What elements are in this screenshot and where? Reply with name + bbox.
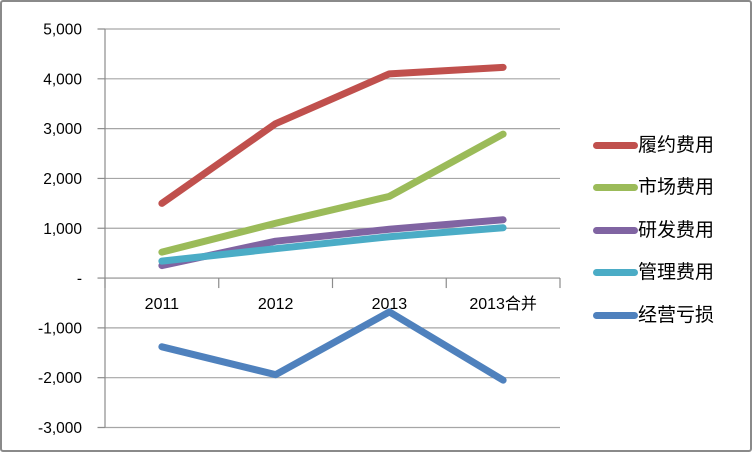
legend-label: 研发费用 <box>638 219 715 241</box>
legend-label: 经营亏损 <box>638 304 715 326</box>
series-line-1 <box>158 130 507 256</box>
legend-line-swatch <box>593 184 638 192</box>
series-line-3 <box>158 224 507 265</box>
y-axis-tick-label: -2,000 <box>38 370 82 387</box>
legend-item-1: 市场费用 <box>593 167 714 210</box>
series-line-4 <box>158 308 507 384</box>
legend-line-swatch <box>593 141 638 149</box>
x-axis-category-label: 2011 <box>145 296 180 313</box>
legend-item-0: 履约费用 <box>593 124 714 167</box>
x-axis-category-label: 2012 <box>258 296 294 313</box>
legend-label: 管理费用 <box>638 262 715 284</box>
legend-line-swatch <box>593 311 638 319</box>
legend-label: 履约费用 <box>638 134 715 156</box>
legend-line-swatch <box>593 269 638 277</box>
y-axis-tick-label: 2,000 <box>43 171 82 188</box>
y-axis-tick-label: 3,000 <box>43 121 82 138</box>
y-axis-tick-label: 1,000 <box>43 221 82 238</box>
y-axis-tick-label: 4,000 <box>43 71 82 88</box>
y-axis-tick-label: - <box>77 271 82 288</box>
legend-item-2: 研发费用 <box>593 209 714 252</box>
y-axis-tick-label: -1,000 <box>38 320 82 337</box>
y-axis-tick-label: -3,000 <box>38 420 82 437</box>
x-axis-category-label: 2013 <box>372 296 408 313</box>
x-axis-category-label: 2013合并 <box>469 295 537 313</box>
legend-line-swatch <box>593 226 638 234</box>
y-axis-tick-label: 5,000 <box>43 22 82 39</box>
chart-legend: 履约费用市场费用研发费用管理费用经营亏损 <box>593 124 714 337</box>
legend-item-4: 经营亏损 <box>593 294 714 337</box>
legend-item-3: 管理费用 <box>593 252 714 295</box>
series-line-0 <box>158 63 507 207</box>
legend-label: 市场费用 <box>638 177 715 199</box>
